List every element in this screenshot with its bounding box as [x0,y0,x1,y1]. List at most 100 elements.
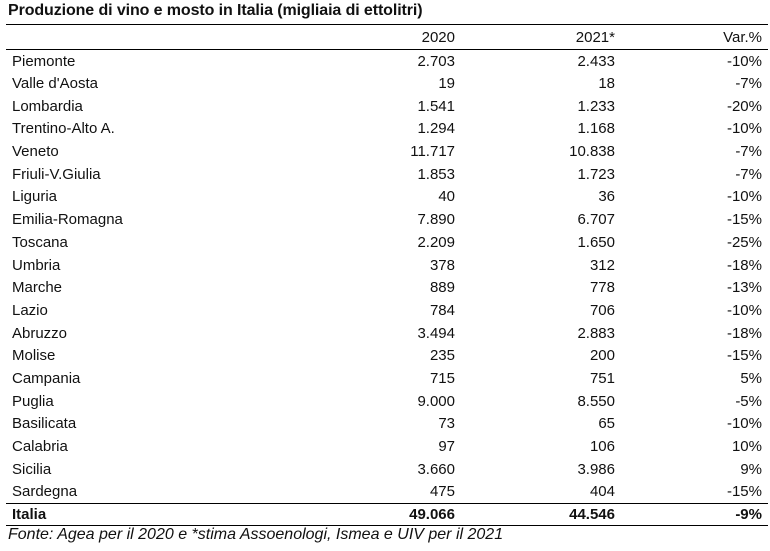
var-cell: -7% [735,75,762,93]
value-2020-cell: 1.541 [417,97,455,115]
region-cell: Veneto [12,143,59,161]
value-2020-cell: 715 [429,369,455,387]
table-row: Sicilia 3.660 3.986 9% [6,458,768,481]
var-cell: -15% [726,347,762,365]
value-2020-cell: 19 [438,75,455,93]
value-2021-cell: 106 [589,438,615,456]
value-2021-cell: 1.650 [577,233,615,251]
value-2021-cell: 706 [589,301,615,319]
table-row: Umbria 378 312 -18% [6,254,768,277]
table-row: Piemonte 2.703 2.433 -10% [6,50,768,73]
value-2021-cell: 2.883 [577,324,615,342]
table-row: Veneto 11.717 10.838 -7% [6,140,768,163]
var-cell: -15% [726,211,762,229]
region-cell: Puglia [12,392,54,410]
region-cell: Toscana [12,233,68,251]
value-2020-cell: 3.660 [417,460,455,478]
var-cell: -10% [726,52,762,70]
var-cell: -10% [726,415,762,433]
var-cell: -18% [726,324,762,342]
value-2021-cell: 778 [589,279,615,297]
value-2020-cell: 3.494 [417,324,455,342]
region-cell: Abruzzo [12,324,68,342]
table-row: Campania 715 751 5% [6,367,768,390]
table-row: Marche 889 778 -13% [6,276,768,299]
value-2021-cell: 36 [598,188,615,206]
value-2020-cell: 7.890 [417,211,455,229]
value-2020-cell: 40 [438,188,455,206]
region-cell: Trentino-Alto A. [12,120,115,138]
value-2021-cell: 1.723 [577,165,615,183]
value-2020-cell: 235 [429,347,455,365]
region-cell: Umbria [12,256,61,274]
region-cell: Marche [12,279,63,297]
var-cell: -7% [735,165,762,183]
value-2020-cell: 1.294 [417,120,455,138]
table-row: Basilicata 73 65 -10% [6,413,768,436]
header-2021: 2021* [461,24,621,50]
var-cell: -18% [726,256,762,274]
header-row: 2020 2021* Var.% [6,24,768,50]
table-row: Puglia 9.000 8.550 -5% [6,390,768,413]
region-cell: Valle d'Aosta [12,75,98,93]
table-header: 2020 2021* Var.% [6,24,768,50]
table-row: Sardegna 475 404 -15% [6,481,768,504]
var-cell: -7% [735,143,762,161]
header-2020: 2020 [211,24,461,50]
header-var: Var.% [621,24,768,50]
table-row: Lazio 784 706 -10% [6,299,768,322]
value-2020-cell: 784 [429,301,455,319]
region-cell: Lombardia [12,97,83,115]
region-cell: Basilicata [12,415,77,433]
value-2021-cell: 65 [598,415,615,433]
total-label: Italia [6,502,211,526]
region-cell: Calabria [12,438,68,456]
table-row: Friuli-V.Giulia 1.853 1.723 -7% [6,163,768,186]
value-2021-cell: 751 [589,369,615,387]
table-row: Abruzzo 3.494 2.883 -18% [6,322,768,345]
var-cell: -13% [726,279,762,297]
region-cell: Liguria [12,188,58,206]
total-2020: 49.066 [211,502,461,526]
value-2021-cell: 2.433 [577,52,615,70]
value-2021-cell: 8.550 [577,392,615,410]
region-cell: Piemonte [12,52,76,70]
var-cell: 10% [731,438,762,456]
region-cell: Molise [12,347,56,365]
region-cell: Sardegna [12,483,78,501]
value-2020-cell: 1.853 [417,165,455,183]
value-2021-cell: 404 [589,483,615,501]
value-2020-cell: 475 [429,483,455,501]
source-note: Fonte: Agea per il 2020 e *stima Assoeno… [8,526,504,543]
value-2021-cell: 312 [589,256,615,274]
table-row: Molise 235 200 -15% [6,344,768,367]
region-cell: Sicilia [12,460,52,478]
region-cell: Campania [12,369,81,387]
value-2021-cell: 1.233 [577,97,615,115]
value-2021-cell: 6.707 [577,211,615,229]
var-cell: 9% [740,460,762,478]
value-2020-cell: 378 [429,256,455,274]
var-cell: 5% [740,369,762,387]
header-region [6,24,211,50]
value-2021-cell: 10.838 [569,143,615,161]
value-2020-cell: 2.209 [417,233,455,251]
region-cell: Emilia-Romagna [12,211,123,229]
total-2021: 44.546 [461,502,621,526]
region-cell: Friuli-V.Giulia [12,165,101,183]
value-2020-cell: 97 [438,438,455,456]
value-2020-cell: 889 [429,279,455,297]
value-2021-cell: 3.986 [577,460,615,478]
value-2020-cell: 9.000 [417,392,455,410]
var-cell: -10% [726,301,762,319]
value-2021-cell: 200 [589,347,615,365]
var-cell: -25% [726,233,762,251]
table-body: Piemonte 2.703 2.433 -10% Valle d'Aosta 19 18 -… [6,50,768,504]
wine-production-table: 2020 2021* Var.% Piemonte 2.703 2.433 -10% V… [6,24,768,526]
table-row: Trentino-Alto A. 1.294 1.168 -10% [6,118,768,141]
total-row: Italia 49.066 44.546 -9% [6,502,768,526]
region-cell: Lazio [12,301,48,319]
value-2021-cell: 18 [598,75,615,93]
table-row: Calabria 97 106 10% [6,435,768,458]
